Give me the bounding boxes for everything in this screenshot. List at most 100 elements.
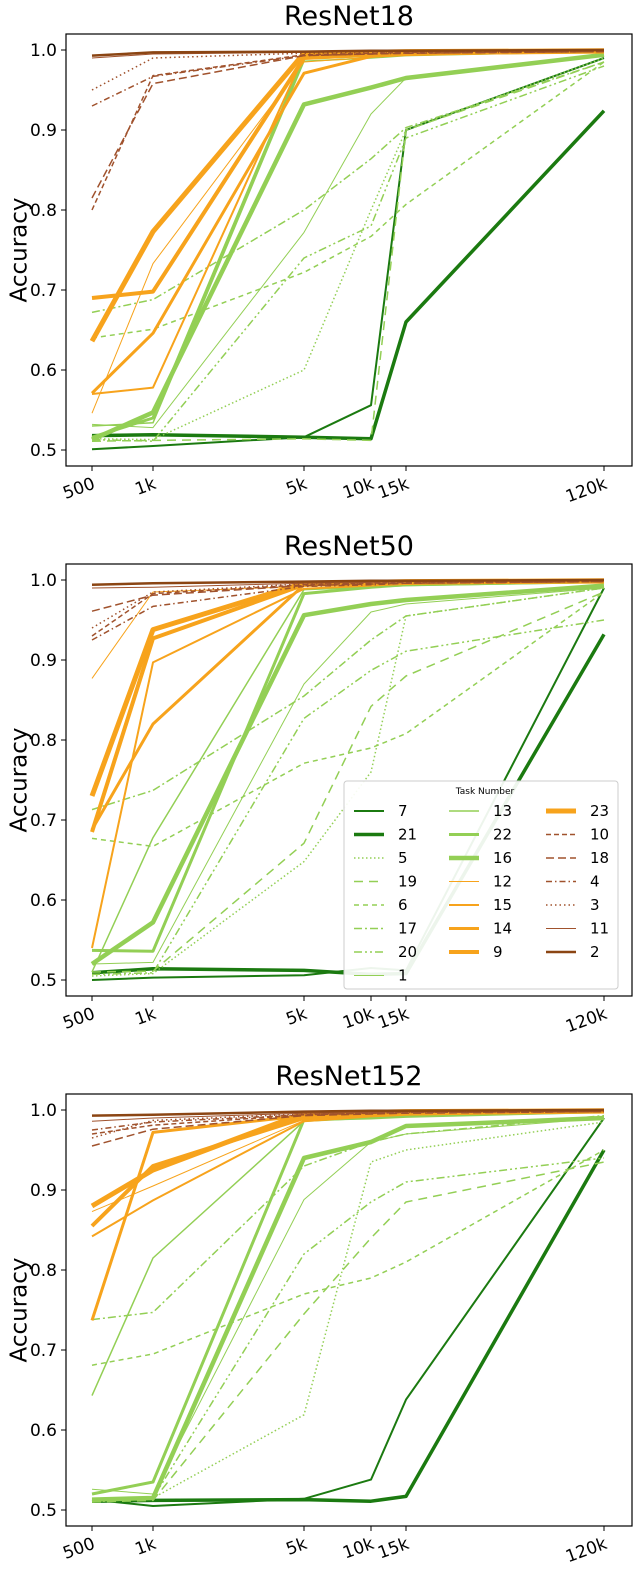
legend-title: Task Number <box>455 787 515 797</box>
legend-label-task-16: 16 <box>493 849 512 867</box>
series-line-task-4 <box>91 50 605 107</box>
series-line-task-7 <box>91 57 605 451</box>
y-tick-label: 0.5 <box>30 971 57 991</box>
plot-frame <box>65 563 633 997</box>
legend-label-task-10: 10 <box>590 826 609 844</box>
legend-label-task-19: 19 <box>398 873 417 891</box>
legend-label-task-9: 9 <box>493 943 503 961</box>
series-line-task-12 <box>91 581 605 679</box>
y-tick-label: 1.0 <box>30 41 57 61</box>
y-tick-label: 0.8 <box>30 1261 57 1281</box>
series-line-task-20 <box>91 1157 605 1503</box>
legend-label-task-20: 20 <box>398 943 417 961</box>
panel-resnet18: ResNet18 Accuracy 0.5 0.6 0.7 0.8 0.9 1.0 500 1k 5… <box>7 1 633 507</box>
series-line-task-1 <box>91 587 605 965</box>
series-line-task-5 <box>91 587 605 977</box>
x-tick-label: 500 <box>60 474 97 504</box>
legend-label-task-17: 17 <box>398 920 417 938</box>
y-tick-label: 0.8 <box>30 731 57 751</box>
y-axis-label: Accuracy <box>7 197 33 302</box>
series-line-task-16 <box>91 1115 605 1502</box>
legend-label-task-14: 14 <box>493 920 512 938</box>
y-tick-label: 0.5 <box>30 1501 57 1521</box>
y-tick-label: 0.8 <box>30 201 57 221</box>
legend-label-task-4: 4 <box>590 873 600 891</box>
legend-label-task-18: 18 <box>590 849 609 867</box>
series-line-task-18 <box>91 50 605 199</box>
series-line-task-12 <box>91 51 605 414</box>
series-line-task-15 <box>91 50 605 395</box>
chart-title: ResNet50 <box>284 531 414 562</box>
chart-title: ResNet152 <box>275 1061 422 1092</box>
x-tick-label: 5k <box>283 474 309 500</box>
series-line-task-19 <box>91 591 605 973</box>
plot-frame <box>65 1093 633 1527</box>
series-line-task-4 <box>91 580 605 641</box>
series-line-task-1 <box>91 1117 605 1495</box>
x-tick-label: 5k <box>283 1534 309 1560</box>
y-axis-label: Accuracy <box>7 1257 33 1362</box>
series-group <box>90 1108 606 1507</box>
legend-label-task-1: 1 <box>398 967 408 985</box>
x-tick-label: 120k <box>563 1004 610 1037</box>
chart-title: ResNet18 <box>284 1 414 32</box>
series-line-task-21 <box>91 1149 606 1503</box>
series-line-task-17 <box>91 587 605 811</box>
series-line-task-10 <box>91 50 605 211</box>
y-tick-label: 0.6 <box>30 361 57 381</box>
x-tick-label: 500 <box>60 1004 97 1034</box>
legend-label-task-7: 7 <box>398 802 408 820</box>
x-tick-label: 10k <box>340 474 377 504</box>
y-tick-label: 0.7 <box>30 281 57 301</box>
series-line-task-6 <box>91 591 605 848</box>
series-line-task-17 <box>91 61 605 314</box>
legend-label-task-22: 22 <box>493 826 512 844</box>
x-tick-label: 120k <box>563 1534 610 1567</box>
legend-label-task-11: 11 <box>590 920 609 938</box>
legend-label-task-15: 15 <box>493 896 512 914</box>
x-tick-label: 1k <box>132 1534 158 1560</box>
y-tick-label: 0.9 <box>30 651 57 671</box>
legend: Task Number72151961720113221612151492310… <box>343 780 619 990</box>
y-tick-label: 0.7 <box>30 1341 57 1361</box>
legend-label-task-21: 21 <box>398 826 417 844</box>
legend-label-task-5: 5 <box>398 849 408 867</box>
x-tick-label: 1k <box>132 1004 158 1030</box>
x-tick-label: 1k <box>132 474 158 500</box>
series-line-task-2 <box>91 48 605 57</box>
series-line-task-14 <box>90 50 605 395</box>
series-line-task-2 <box>91 578 605 587</box>
series-line-task-13 <box>91 50 605 427</box>
y-tick-label: 0.6 <box>30 1421 57 1441</box>
series-line-task-16 <box>91 52 605 442</box>
y-axis-label: Accuracy <box>7 727 33 832</box>
series-line-task-19 <box>91 61 605 442</box>
series-line-task-3 <box>91 50 605 91</box>
x-tick-label: 10k <box>340 1004 377 1034</box>
series-line-task-2 <box>91 1108 605 1117</box>
plot-frame <box>65 33 633 467</box>
y-tick-label: 0.9 <box>30 1181 57 1201</box>
legend-label-task-23: 23 <box>590 802 609 820</box>
series-line-task-19 <box>91 1161 605 1503</box>
series-line-task-7 <box>91 1117 605 1507</box>
panel-resnet152: ResNet152 Accuracy 0.5 0.6 0.7 0.8 0.9 1.0 500 1k… <box>7 1061 633 1567</box>
series-line-task-22 <box>91 1110 605 1496</box>
series-line-task-3 <box>91 1110 605 1139</box>
series-line-task-6 <box>91 61 605 339</box>
panel-resnet50: ResNet50 Accuracy 0.5 0.6 0.7 0.8 0.9 1.0 500 1k 5… <box>7 531 633 1037</box>
series-line-task-21 <box>91 109 606 441</box>
series-group <box>89 48 606 451</box>
x-tick-label: 15k <box>375 474 412 504</box>
series-group <box>89 578 606 981</box>
x-tick-label: 10k <box>340 1534 377 1564</box>
y-tick-label: 1.0 <box>30 1101 57 1121</box>
series-line-task-1 <box>91 54 605 429</box>
legend-label-task-6: 6 <box>398 896 408 914</box>
legend-label-task-3: 3 <box>590 896 600 914</box>
series-line-task-14 <box>90 1110 605 1321</box>
y-tick-label: 0.7 <box>30 811 57 831</box>
x-tick-label: 15k <box>375 1534 412 1564</box>
y-tick-label: 0.9 <box>30 121 57 141</box>
